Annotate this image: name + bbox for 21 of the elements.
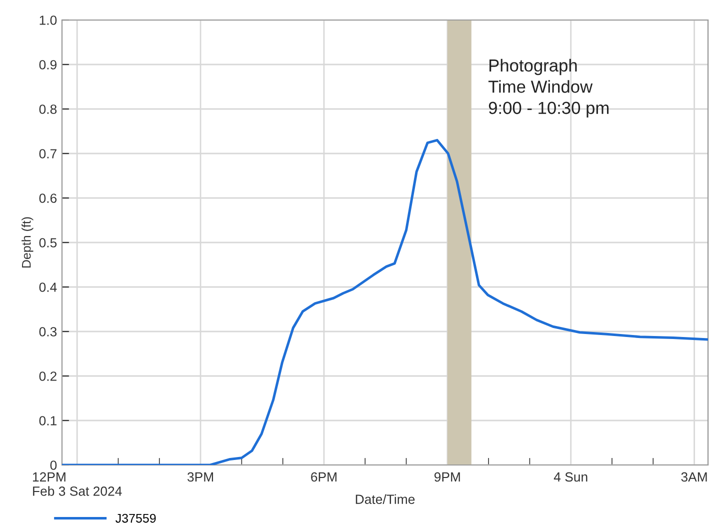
x-tick-label: 9PM bbox=[434, 472, 460, 482]
y-tick-label: 0.5 bbox=[39, 238, 57, 248]
y-tick-label: 0 bbox=[50, 460, 57, 470]
y-tick-label: 1.0 bbox=[40, 16, 57, 25]
x-tick-label: 3AM bbox=[681, 472, 707, 482]
y-tick-label: 0.1 bbox=[39, 416, 56, 426]
x-tick-label: 4 Sun bbox=[554, 472, 588, 482]
y-tick-label: 0.4 bbox=[39, 282, 57, 292]
y-tick-label: 0.6 bbox=[39, 194, 57, 203]
x-tick-label: 3PM bbox=[187, 472, 214, 482]
x-tick-label: 12PM Feb 3 Sat 2024 bbox=[32, 472, 122, 496]
y-tick-label: 0.9 bbox=[39, 60, 57, 70]
legend-label: J37559 bbox=[116, 514, 156, 523]
y-axis-title: Depth (ft) bbox=[22, 217, 34, 268]
x-tick-label: 6PM bbox=[311, 472, 336, 482]
x-axis-title: Date/Time bbox=[356, 494, 415, 504]
y-tick-label: 0.8 bbox=[39, 104, 57, 114]
y-tick-label: 0.2 bbox=[39, 372, 56, 381]
y-tick-label: 0.7 bbox=[39, 149, 56, 158]
band-label: Photograph Time Window 9:00 - 10:30 pm bbox=[488, 58, 609, 118]
y-tick-label: 0.3 bbox=[39, 327, 57, 336]
